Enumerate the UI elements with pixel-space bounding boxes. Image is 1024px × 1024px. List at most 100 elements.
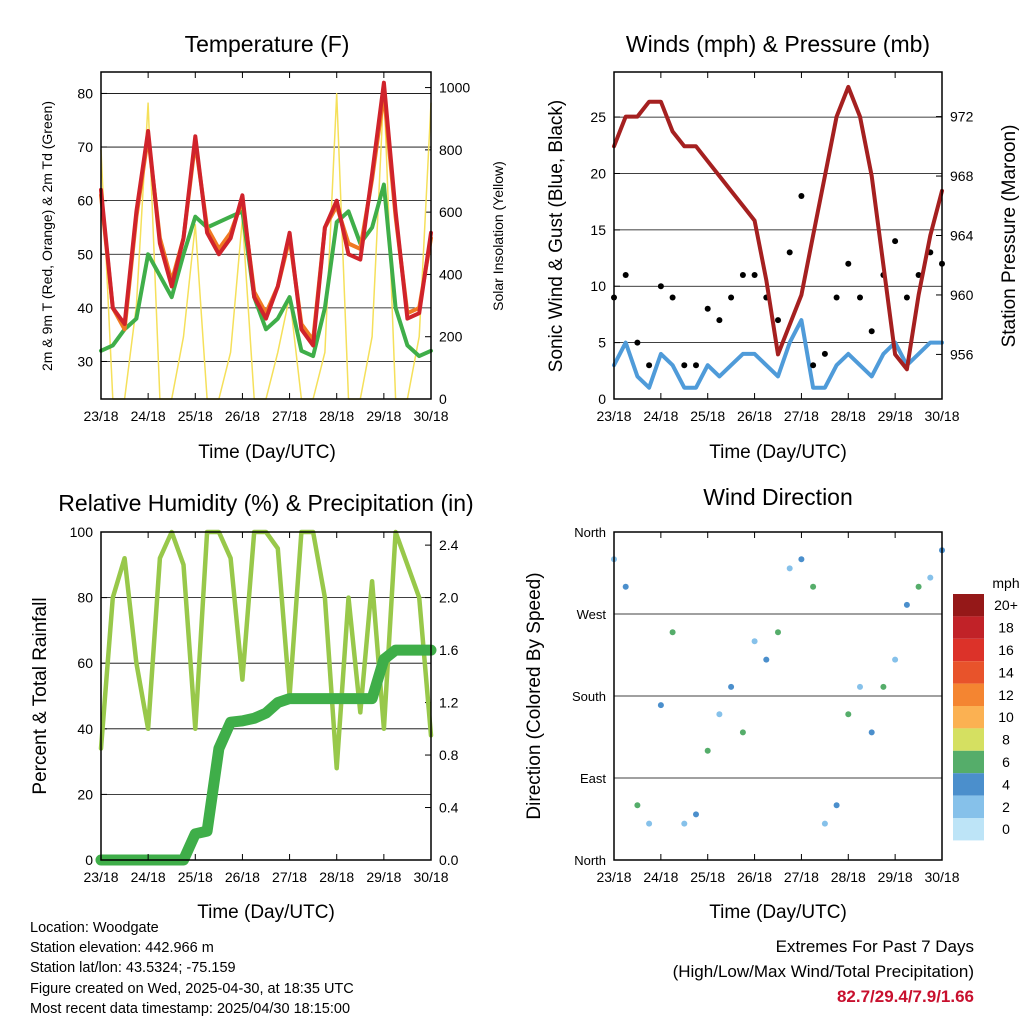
y2-tick-label: 1.2: [439, 695, 459, 711]
y-tick-label: 25: [590, 109, 606, 125]
direction-point: [646, 820, 653, 827]
x-tick-label: 29/18: [366, 869, 401, 885]
colorbar-label: 18: [998, 620, 1014, 636]
gust-point: [728, 294, 735, 301]
direction-point: [903, 601, 910, 608]
extremes-subtitle: (High/Low/Max Wind/Total Precipitation): [672, 962, 974, 981]
direction-point: [622, 583, 629, 590]
y-tick-label: 60: [77, 655, 93, 671]
y-tick-label: 0: [85, 852, 93, 868]
plot-frame: [100, 71, 432, 400]
colorbar-cell: [953, 728, 984, 751]
direction-point: [669, 629, 676, 636]
gust-point: [704, 305, 711, 312]
y2-tick-label: 400: [439, 266, 463, 282]
colorbar-label: 16: [998, 642, 1014, 658]
temperature-ylabel: 2m & 9m T (Red, Orange) & 2m Td (Green): [39, 101, 55, 371]
temperature-xlabel: Time (Day/UTC): [198, 442, 336, 463]
dewpoint-line: [99, 182, 433, 359]
direction-point: [892, 656, 899, 663]
gust-point: [775, 317, 781, 324]
x-tick-label: 26/18: [737, 408, 772, 424]
x-tick-label: 30/18: [924, 869, 959, 885]
direction-point: [880, 683, 887, 690]
colorbar-label: 20+: [994, 597, 1018, 613]
colorbar-cell: [953, 706, 984, 729]
gust-point: [716, 317, 723, 324]
y-tick-label: 0: [598, 391, 606, 407]
direction-point: [786, 565, 793, 572]
gust-point: [810, 362, 817, 369]
pressure-line: [612, 84, 944, 372]
x-tick-label: 30/18: [413, 869, 448, 885]
direction-point: [716, 711, 723, 718]
direction-point: [927, 574, 934, 581]
colorbar-label: 12: [998, 687, 1014, 703]
plot-frame: [100, 531, 432, 861]
x-tick-label: 24/18: [643, 408, 678, 424]
y-tick-label: 20: [77, 786, 93, 802]
gust-point: [903, 294, 910, 301]
y-tick-label: 100: [70, 524, 94, 540]
colorbar-cell: [953, 683, 984, 706]
x-tick-label: 28/18: [319, 408, 354, 424]
gust-point: [857, 294, 863, 301]
x-tick-label: 26/18: [737, 869, 772, 885]
x-tick-label: 30/18: [413, 408, 448, 424]
station-info: Location: Woodgate Station elevation: 44…: [30, 918, 354, 1019]
winds-xlabel: Time (Day/UTC): [709, 442, 847, 463]
y2-tick-label: 956: [950, 346, 974, 362]
direction-point: [821, 820, 828, 827]
winds-ylabel: Sonic Wind & Gust (Blue, Black): [546, 100, 567, 372]
gust-point: [798, 193, 805, 199]
humidity-title: Relative Humidity (%) & Precipitation (i…: [58, 490, 473, 516]
colorbar-cell: [953, 818, 984, 841]
y-tick-label: North: [574, 853, 606, 868]
x-tick-label: 27/18: [784, 869, 819, 885]
x-tick-label: 27/18: [272, 869, 307, 885]
colorbar-label: 4: [1002, 776, 1010, 792]
elevation-text: Station elevation: 442.966 m: [30, 940, 214, 957]
y-tick-label: 30: [77, 353, 93, 369]
y-tick-label: 5: [598, 335, 606, 351]
y-tick-label: West: [577, 607, 607, 622]
gust-point: [821, 350, 828, 357]
winds-y2label: Station Pressure (Maroon): [999, 125, 1020, 348]
colorbar-cell: [953, 594, 984, 617]
direction-point: [810, 583, 817, 590]
direction-point: [693, 811, 699, 818]
winds-title: Winds (mph) & Pressure (mb): [626, 31, 930, 57]
colorbar-label: 6: [1002, 754, 1010, 770]
x-tick-label: 23/18: [83, 869, 118, 885]
x-tick-label: 23/18: [83, 408, 118, 424]
y-tick-label: 80: [77, 590, 93, 606]
direction-point: [681, 820, 688, 827]
gust-point: [892, 238, 899, 245]
direction-point: [763, 656, 770, 663]
x-tick-label: 27/18: [784, 408, 819, 424]
recent-text: Most recent data timestamp: 2025/04/30 1…: [30, 1000, 351, 1017]
y2-tick-label: 964: [950, 228, 974, 244]
colorbar-label: 0: [1002, 821, 1010, 837]
wind-direction-ylabel: Direction (Colored By Speed): [524, 572, 545, 819]
y-tick-label: East: [580, 771, 606, 786]
y-tick-label: North: [574, 525, 606, 540]
x-tick-label: 25/18: [690, 408, 725, 424]
gust-point: [786, 249, 793, 256]
gust-point: [669, 294, 676, 301]
direction-point: [915, 583, 922, 590]
direction-point: [775, 629, 781, 636]
y2-tick-label: 0.8: [439, 747, 459, 763]
winds-plot: 0 5 10 15 20 25 956 960 964 968 972 23/18 24/18 25/18…: [590, 71, 974, 424]
y-tick-label: 40: [77, 721, 93, 737]
y2-tick-label: 0.0: [439, 852, 459, 868]
gust-point: [845, 260, 852, 267]
direction-point: [857, 683, 863, 690]
y2-tick-label: 2.0: [439, 590, 459, 606]
temperature-y2label: Solar Insolation (Yellow): [490, 161, 506, 311]
y-tick-label: 70: [77, 139, 93, 155]
extremes-box: Extremes For Past 7 Days (High/Low/Max W…: [673, 934, 974, 1009]
